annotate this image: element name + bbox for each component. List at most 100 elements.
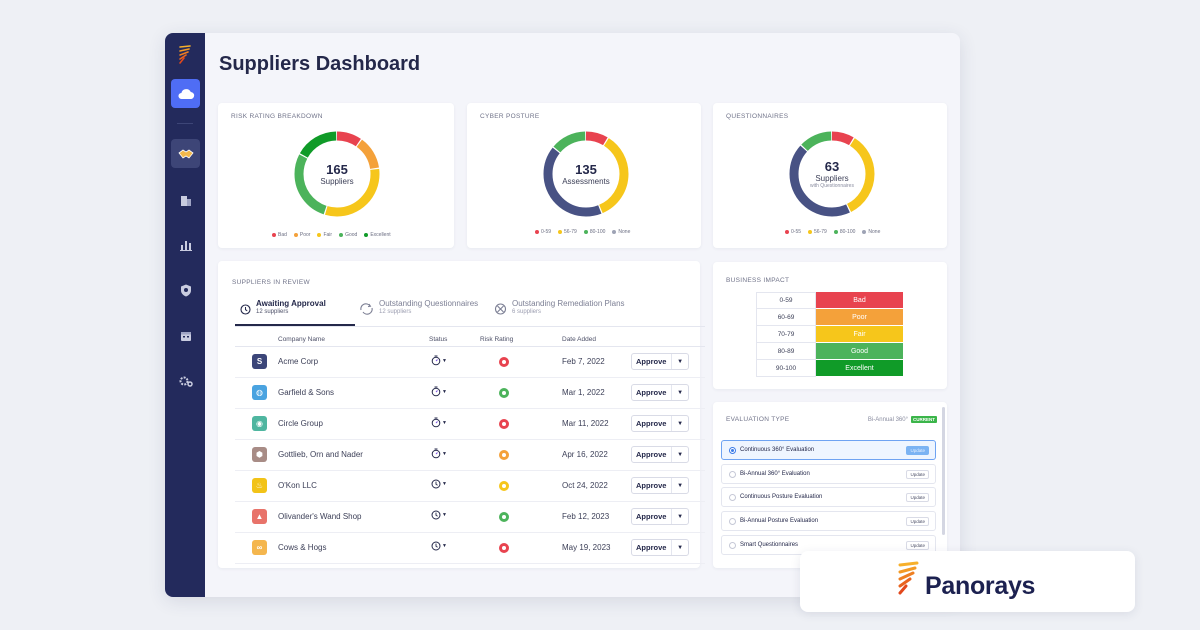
sidebar-item-security[interactable] — [171, 276, 200, 305]
bar-chart-icon — [179, 240, 192, 251]
brand-card: Panorays — [800, 551, 1135, 612]
company-name[interactable]: Gottlieb, Orn and Nader — [278, 450, 363, 459]
risk-rating-indicator — [499, 388, 509, 398]
update-button[interactable]: Update — [906, 470, 929, 479]
approve-button[interactable]: Approve ▼ — [631, 384, 689, 401]
update-button[interactable]: Update — [906, 541, 929, 550]
approve-button[interactable]: Approve ▼ — [631, 353, 689, 370]
panorays-logo-icon — [179, 45, 191, 64]
app-window: Suppliers Dashboard RISK RATING BREAKDOW… — [165, 33, 960, 597]
eval-option-continuous-360[interactable]: Continuous 360° Evaluation Update — [721, 440, 936, 460]
calendar-icon — [180, 331, 191, 341]
sidebar-item-calendar[interactable] — [171, 321, 200, 350]
eval-option-label: Bi-Annual 360° Evaluation — [740, 471, 810, 477]
column-status[interactable]: Status — [429, 336, 448, 343]
risk-rating-donut — [294, 131, 380, 217]
scrollbar[interactable] — [942, 407, 945, 535]
status-dropdown[interactable]: ▼ — [431, 510, 447, 520]
risk-rating-indicator — [499, 450, 509, 460]
status-dropdown[interactable]: ▼ — [431, 448, 447, 459]
cyber-posture-card: CYBER POSTURE 135 Assessments 0-59 56-79… — [467, 103, 701, 248]
current-evaluation-value: Bi-Annual 360° — [867, 416, 908, 423]
tab-awaiting-approval[interactable]: Awaiting Approval 12 suppliers — [240, 299, 326, 327]
approve-menu-chevron-icon[interactable]: ▼ — [671, 478, 688, 493]
approve-menu-chevron-icon[interactable]: ▼ — [671, 447, 688, 462]
questionnaires-legend: 0-55 56-79 80-100 None — [785, 229, 880, 235]
clock-icon — [431, 479, 441, 489]
column-risk-rating[interactable]: Risk Rating — [480, 336, 514, 343]
approve-menu-chevron-icon[interactable]: ▼ — [671, 540, 688, 555]
brand-name: Panorays — [925, 572, 1036, 600]
table-row[interactable]: ⬢ Gottlieb, Orn and Nader ▼ Apr 16, 2022 App… — [235, 440, 705, 471]
tab-sublabel: 12 suppliers — [379, 309, 412, 315]
legend-item-red: 0-55 — [785, 229, 801, 235]
sidebar-item-settings[interactable] — [171, 366, 200, 395]
eval-option-label: Bi-Annual Posture Evaluation — [740, 518, 819, 524]
radio-button[interactable] — [729, 494, 736, 501]
evaluation-type-card: EVALUATION TYPE Bi-Annual 360° CURRENT C… — [713, 402, 947, 568]
tab-outstanding-remediation[interactable]: Outstanding Remediation Plans 6 suppliers — [494, 299, 625, 327]
review-tabs: Awaiting Approval 12 suppliers Outstandin… — [235, 299, 705, 327]
table-row[interactable]: S Acme Corp ▼ Feb 7, 2022 Approve ▼ — [235, 347, 705, 378]
impact-row-excellent: 90-100 Excellent — [756, 360, 903, 377]
approve-menu-chevron-icon[interactable]: ▼ — [671, 416, 688, 431]
status-dropdown[interactable]: ▼ — [431, 386, 447, 397]
approve-button[interactable]: Approve ▼ — [631, 446, 689, 463]
status-dropdown[interactable]: ▼ — [431, 417, 447, 428]
update-button[interactable]: Update — [906, 517, 929, 526]
table-row[interactable]: ▲ Olivander's Wand Shop ▼ Feb 12, 2023 Appro… — [235, 502, 705, 533]
update-button[interactable]: Update — [906, 446, 929, 455]
radio-button[interactable] — [729, 518, 736, 525]
impact-range: 90-100 — [756, 360, 816, 377]
table-row[interactable]: ◍ Garfield & Sons ▼ Mar 1, 2022 Approve ▼ — [235, 378, 705, 409]
table-row[interactable]: ◉ Circle Group ▼ Mar 11, 2022 Approve ▼ — [235, 409, 705, 440]
date-added: Oct 24, 2022 — [562, 481, 608, 490]
tab-outstanding-questionnaires[interactable]: Outstanding Questionnaires 12 suppliers — [359, 299, 478, 327]
eval-option-biannual-360[interactable]: Bi-Annual 360° Evaluation Update — [721, 464, 936, 484]
impact-row-bad: 0-59 Bad — [756, 292, 903, 309]
table-row[interactable]: ∞ Cows & Hogs ▼ May 19, 2023 Approve ▼ — [235, 533, 705, 564]
cyber-posture-title: CYBER POSTURE — [480, 113, 540, 120]
radio-button[interactable] — [729, 471, 736, 478]
approve-button[interactable]: Approve ▼ — [631, 508, 689, 525]
approve-label: Approve — [636, 357, 667, 366]
table-row[interactable]: ♨ O'Kon LLC ▼ Oct 24, 2022 Approve ▼ — [235, 471, 705, 502]
radio-button[interactable] — [729, 447, 736, 454]
company-logo: ◉ — [252, 416, 267, 431]
legend-item-excellent: Excellent — [364, 232, 391, 238]
radio-button[interactable] — [729, 542, 736, 549]
approve-button[interactable]: Approve ▼ — [631, 415, 689, 432]
column-date-added[interactable]: Date Added — [562, 336, 596, 343]
date-added: Feb 7, 2022 — [562, 357, 605, 366]
company-name[interactable]: Cows & Hogs — [278, 543, 327, 552]
chevron-down-icon: ▼ — [442, 450, 447, 457]
legend-item-poor: Poor — [293, 232, 310, 238]
status-dropdown[interactable]: ▼ — [431, 479, 447, 489]
status-dropdown[interactable]: ▼ — [431, 541, 447, 551]
current-evaluation: Bi-Annual 360° CURRENT — [868, 416, 937, 423]
donut-segment-fair — [294, 131, 380, 217]
approve-menu-chevron-icon[interactable]: ▼ — [671, 385, 688, 400]
approve-menu-chevron-icon[interactable]: ▼ — [671, 509, 688, 524]
sidebar-item-cloud[interactable] — [171, 79, 200, 108]
sidebar-item-suppliers[interactable] — [171, 139, 200, 168]
eval-option-label: Smart Questionnaires — [740, 542, 799, 548]
status-dropdown[interactable]: ▼ — [431, 355, 447, 366]
eval-option-biannual-posture[interactable]: Bi-Annual Posture Evaluation Update — [721, 511, 936, 531]
company-name[interactable]: O'Kon LLC — [278, 481, 317, 490]
eval-option-continuous-posture[interactable]: Continuous Posture Evaluation Update — [721, 487, 936, 507]
date-added: Mar 1, 2022 — [562, 388, 605, 397]
company-name[interactable]: Circle Group — [278, 419, 323, 428]
company-name[interactable]: Acme Corp — [278, 357, 319, 366]
update-button[interactable]: Update — [906, 493, 929, 502]
company-name[interactable]: Olivander's Wand Shop — [278, 512, 362, 521]
sidebar-item-buildings[interactable] — [171, 185, 200, 214]
clock-icon — [431, 510, 441, 520]
company-logo: S — [252, 354, 267, 369]
column-company[interactable]: Company Name — [278, 336, 325, 343]
approve-button[interactable]: Approve ▼ — [631, 477, 689, 494]
approve-button[interactable]: Approve ▼ — [631, 539, 689, 556]
sidebar-item-analytics[interactable] — [171, 230, 200, 259]
approve-menu-chevron-icon[interactable]: ▼ — [671, 354, 688, 369]
company-name[interactable]: Garfield & Sons — [278, 388, 335, 397]
